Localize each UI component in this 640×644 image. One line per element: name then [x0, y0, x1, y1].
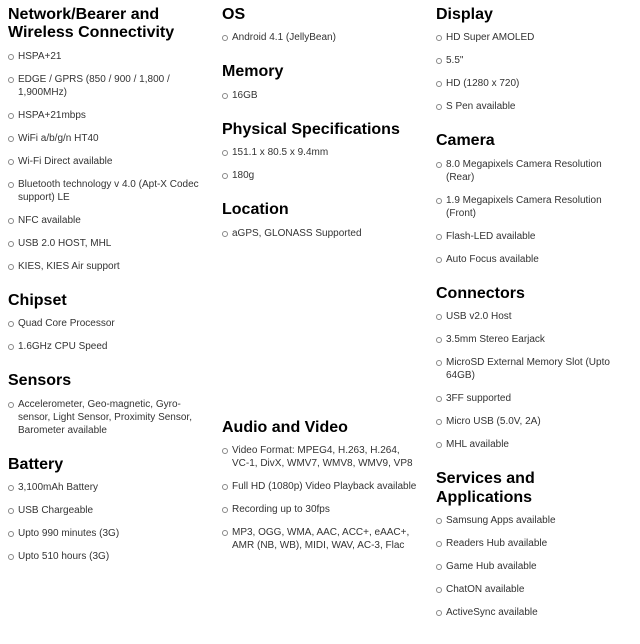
spec-list: Quad Core Processor1.6GHz CPU Speed: [8, 312, 204, 358]
spec-section: Location aGPS, GLONASS Supported: [222, 201, 418, 244]
spec-item: Full HD (1080p) Video Playback available: [222, 475, 418, 498]
spec-section: Sensors Accelerometer, Geo-magnetic, Gyro…: [8, 372, 204, 441]
spec-item: Quad Core Processor: [8, 312, 204, 335]
section-title: Memory: [222, 63, 418, 81]
spec-item: ChatON available: [436, 578, 632, 601]
spec-list: 151.1 x 80.5 x 9.4mm180g: [222, 141, 418, 187]
spec-item: Auto Focus available: [436, 248, 632, 271]
spec-item: Samsung Apps available: [436, 509, 632, 532]
spec-section: OS Android 4.1 (JellyBean): [222, 6, 418, 49]
spec-item: USB Chargeable: [8, 499, 204, 522]
section-title: Physical Specifications: [222, 121, 418, 139]
spec-section: Memory 16GB: [222, 63, 418, 106]
section-title: Sensors: [8, 372, 204, 390]
spec-section: Physical Specifications 151.1 x 80.5 x 9.…: [222, 121, 418, 187]
spec-item: aGPS, GLONASS Supported: [222, 222, 418, 245]
spec-item: Upto 510 hours (3G): [8, 545, 204, 568]
spec-list: Android 4.1 (JellyBean): [222, 26, 418, 49]
spec-list: aGPS, GLONASS Supported: [222, 222, 418, 245]
spec-list: 16GB: [222, 84, 418, 107]
spec-columns: Network/Bearer and Wireless Connectivity…: [8, 6, 632, 638]
section-title: OS: [222, 6, 418, 24]
spec-item: Recording up to 30fps: [222, 498, 418, 521]
spec-item: Flash-LED available: [436, 225, 632, 248]
spec-item: Android 4.1 (JellyBean): [222, 26, 418, 49]
section-title: Display: [436, 6, 632, 24]
section-title: Camera: [436, 132, 632, 150]
spec-item: ActiveSync available: [436, 601, 632, 624]
spec-item: 180g: [222, 164, 418, 187]
spec-column: Network/Bearer and Wireless Connectivity…: [8, 6, 204, 638]
spec-item: HSPA+21: [8, 45, 204, 68]
spec-item: 16GB: [222, 84, 418, 107]
spec-item: 5.5": [436, 49, 632, 72]
spec-section: Display HD Super AMOLED5.5"HD (1280 x 720…: [436, 6, 632, 118]
spec-item: MicroSD External Memory Slot (Upto 64GB): [436, 351, 632, 387]
spec-section: Connectors USB v2.0 Host3.5mm Stereo Earj…: [436, 285, 632, 456]
spec-list: Accelerometer, Geo-magnetic, Gyro-sensor…: [8, 393, 204, 442]
spec-item: HD Super AMOLED: [436, 26, 632, 49]
spec-list: HD Super AMOLED5.5"HD (1280 x 720)S Pen …: [436, 26, 632, 118]
spec-item: 151.1 x 80.5 x 9.4mm: [222, 141, 418, 164]
section-title: Battery: [8, 456, 204, 474]
spec-item: Upto 990 minutes (3G): [8, 522, 204, 545]
spec-item: 3FF supported: [436, 387, 632, 410]
spec-list: 8.0 Megapixels Camera Resolution (Rear)1…: [436, 153, 632, 271]
spec-item: HSPA+21mbps: [8, 104, 204, 127]
spec-item: EDGE / GPRS (850 / 900 / 1,800 / 1,900MH…: [8, 68, 204, 104]
spec-section: Services and ApplicationsSamsung Apps av…: [436, 470, 632, 624]
spec-item: WiFi a/b/g/n HT40: [8, 127, 204, 150]
section-title: Services and Applications: [436, 470, 632, 507]
spec-item: S Pen available: [436, 95, 632, 118]
spec-section: Battery3,100mAh BatteryUSB ChargeableUpt…: [8, 456, 204, 568]
spec-section: Chipset Quad Core Processor1.6GHz CPU Spe…: [8, 292, 204, 358]
section-title: Connectors: [436, 285, 632, 303]
spec-column: OS Android 4.1 (JellyBean) Memory 16GB Physi…: [222, 6, 418, 638]
spec-item: MP3, OGG, WMA, AAC, ACC+, eAAC+, AMR (NB…: [222, 521, 418, 557]
spec-section: Network/Bearer and Wireless Connectivity…: [8, 6, 204, 278]
section-title: Audio and Video: [222, 419, 418, 437]
section-title: Location: [222, 201, 418, 219]
spec-item: USB 2.0 HOST, MHL: [8, 232, 204, 255]
spec-item: Game Hub available: [436, 555, 632, 578]
spec-section: Audio and Video Video Format: MPEG4, H.26…: [222, 419, 418, 557]
spec-list: USB v2.0 Host3.5mm Stereo EarjackMicroSD…: [436, 305, 632, 456]
spec-item: Readers Hub available: [436, 532, 632, 555]
spec-item: 3,100mAh Battery: [8, 476, 204, 499]
section-title: Chipset: [8, 292, 204, 310]
spec-item: Wi-Fi Direct available: [8, 150, 204, 173]
spec-item: 1.6GHz CPU Speed: [8, 335, 204, 358]
layout-spacer: [222, 259, 418, 419]
spec-list: Video Format: MPEG4, H.263, H.264, VC-1,…: [222, 439, 418, 557]
spec-item: HD (1280 x 720): [436, 72, 632, 95]
spec-item: USB v2.0 Host: [436, 305, 632, 328]
spec-item: Micro USB (5.0V, 2A): [436, 410, 632, 433]
spec-item: 3.5mm Stereo Earjack: [436, 328, 632, 351]
spec-item: MHL available: [436, 433, 632, 456]
spec-item: Bluetooth technology v 4.0 (Apt-X Codec …: [8, 173, 204, 209]
spec-list: 3,100mAh BatteryUSB ChargeableUpto 990 m…: [8, 476, 204, 568]
spec-item: KIES, KIES Air support: [8, 255, 204, 278]
spec-item: NFC available: [8, 209, 204, 232]
spec-list: Samsung Apps availableReaders Hub availa…: [436, 509, 632, 624]
spec-item: 1.9 Megapixels Camera Resolution (Front): [436, 189, 632, 225]
spec-item: Accelerometer, Geo-magnetic, Gyro-sensor…: [8, 393, 204, 442]
section-title: Network/Bearer and Wireless Connectivity: [8, 6, 204, 43]
spec-section: Camera 8.0 Megapixels Camera Resolution (…: [436, 132, 632, 270]
spec-item: 8.0 Megapixels Camera Resolution (Rear): [436, 153, 632, 189]
spec-column: Display HD Super AMOLED5.5"HD (1280 x 720…: [436, 6, 632, 638]
spec-list: HSPA+21EDGE / GPRS (850 / 900 / 1,800 / …: [8, 45, 204, 278]
spec-item: Video Format: MPEG4, H.263, H.264, VC-1,…: [222, 439, 418, 475]
